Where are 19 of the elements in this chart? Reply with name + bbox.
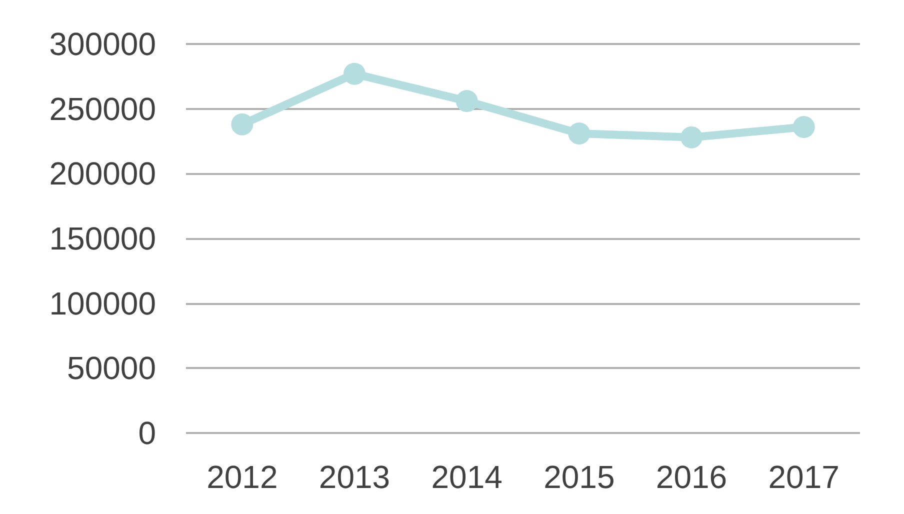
- point: [680, 126, 702, 148]
- y-tick-label: 150000: [49, 220, 156, 256]
- x-tick-label: 2017: [768, 459, 840, 495]
- y-tick-label: 200000: [49, 156, 156, 192]
- y-tick-label: 50000: [67, 350, 156, 386]
- x-tick-label: 2014: [431, 459, 502, 495]
- point: [344, 62, 366, 85]
- y-tick-label: 250000: [49, 90, 156, 127]
- y-tick-label: 300000: [49, 26, 156, 62]
- x-tick-label: 2013: [318, 459, 390, 495]
- point: [456, 90, 478, 112]
- x-tick-label: 2015: [544, 459, 615, 495]
- point: [568, 122, 590, 144]
- y-tick-label: 0: [138, 415, 156, 451]
- x-tick-label: 2012: [206, 459, 278, 495]
- point: [231, 113, 254, 136]
- point: [792, 116, 815, 138]
- y-tick-label: 100000: [49, 285, 156, 322]
- x-tick-label: 2016: [656, 459, 728, 495]
